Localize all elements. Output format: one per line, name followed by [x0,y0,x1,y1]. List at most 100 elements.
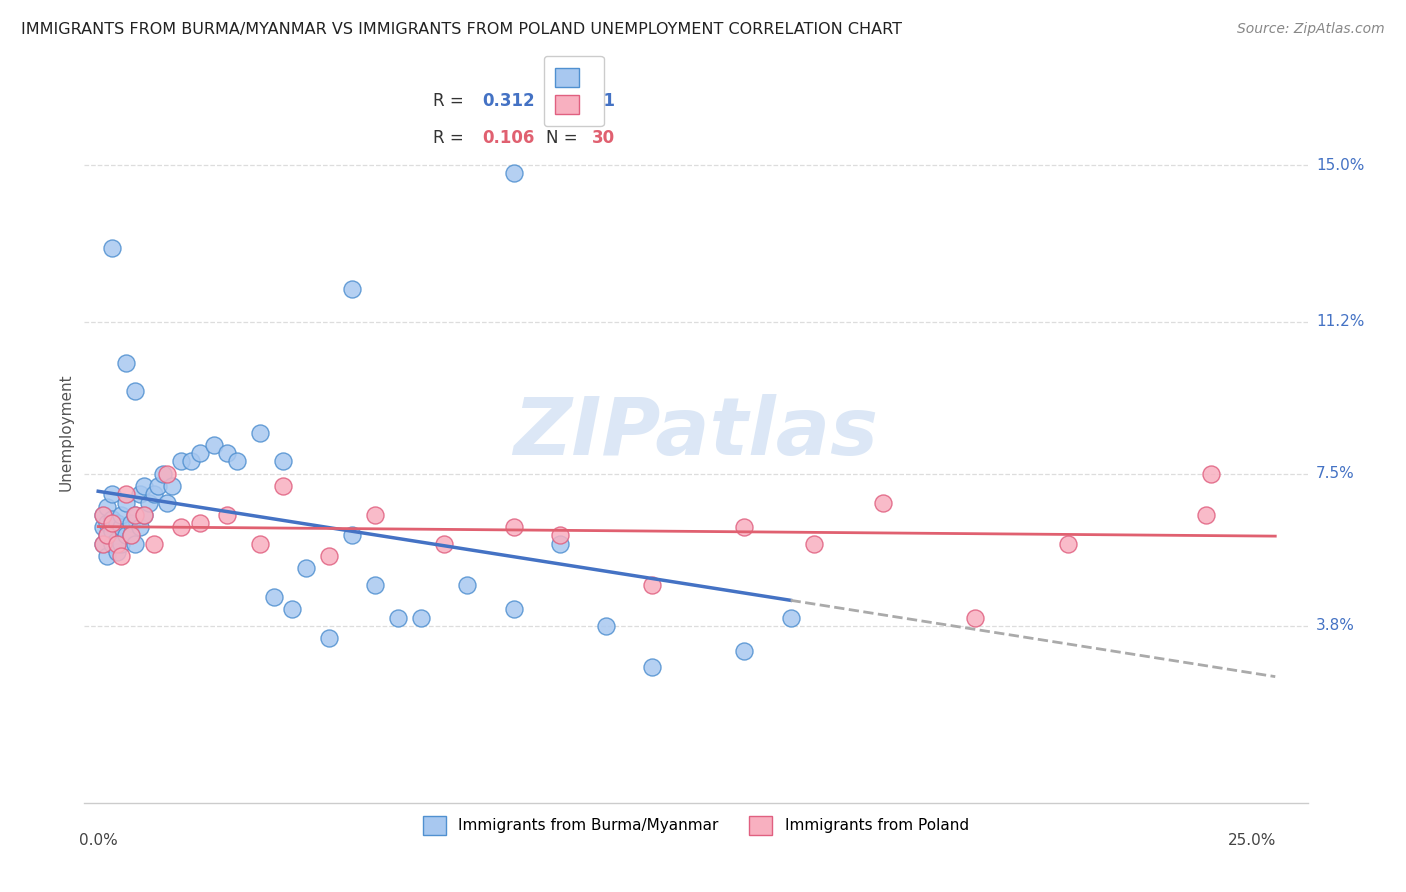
Point [295,561,318,575]
Point [411,610,433,624]
Point [733,643,755,657]
Point [91,536,114,550]
Point [142,487,165,501]
Point [217,508,239,522]
Point [101,524,124,539]
Point [96,528,118,542]
Point [271,454,294,468]
Point [134,508,156,522]
Point [188,516,211,530]
Point [456,578,478,592]
Point [188,446,211,460]
Point [105,545,128,559]
Point [96,549,118,563]
Point [502,602,524,616]
Point [115,495,138,509]
Point [364,578,387,592]
Point [641,578,664,592]
Point [217,446,239,460]
Point [156,467,179,481]
Point [124,508,146,522]
Point [124,536,146,550]
Point [148,479,170,493]
Point [115,528,138,542]
Text: 15.0%: 15.0% [1316,158,1364,173]
Text: 25.0%: 25.0% [1227,833,1277,848]
Point [105,516,128,530]
Point [965,610,987,624]
Point [91,508,114,522]
Point [202,438,225,452]
Text: 0.0%: 0.0% [79,833,118,848]
Point [733,520,755,534]
Point [91,508,114,522]
Point [101,536,124,550]
Point [779,610,801,624]
Point [105,533,128,547]
Point [124,508,146,522]
Point [96,528,118,542]
Text: Source: ZipAtlas.com: Source: ZipAtlas.com [1237,22,1385,37]
Text: R =: R = [433,92,470,110]
Point [120,528,142,542]
Point [433,536,456,550]
Text: N =: N = [546,129,582,147]
Point [156,495,179,509]
Text: 3.8%: 3.8% [1316,618,1355,633]
Point [110,520,132,534]
Text: 11.2%: 11.2% [1316,314,1364,329]
Point [641,660,664,674]
Point [134,508,156,522]
Point [128,520,150,534]
Point [152,467,174,481]
Point [110,508,132,522]
Point [138,495,160,509]
Point [91,536,114,550]
Point [160,479,183,493]
Text: 0.312: 0.312 [482,92,534,110]
Point [502,520,524,534]
Point [318,632,340,646]
Point [548,528,571,542]
Point [1195,508,1218,522]
Point [340,282,363,296]
Point [96,516,118,530]
Point [271,479,294,493]
Point [110,549,132,563]
Point [595,619,617,633]
Point [101,516,124,530]
Point [105,536,128,550]
Legend: Immigrants from Burma/Myanmar, Immigrants from Poland: Immigrants from Burma/Myanmar, Immigrant… [411,804,981,847]
Y-axis label: Unemployment: Unemployment [58,374,73,491]
Point [101,512,124,526]
Text: 7.5%: 7.5% [1316,467,1354,482]
Point [387,610,409,624]
Point [110,536,132,550]
Point [115,356,138,370]
Point [128,487,150,501]
Point [180,454,202,468]
Point [124,384,146,399]
Point [101,487,124,501]
Point [803,536,825,550]
Point [120,528,142,542]
Text: ZIPatlas: ZIPatlas [513,393,879,472]
Text: 30: 30 [592,129,614,147]
Point [502,166,524,180]
Point [340,528,363,542]
Point [96,500,118,514]
Text: R =: R = [433,129,470,147]
Point [872,495,894,509]
Point [225,454,247,468]
Text: 61: 61 [592,92,614,110]
Point [170,520,193,534]
Point [318,549,340,563]
Point [1199,467,1222,481]
Point [281,602,304,616]
Point [120,516,142,530]
Point [170,454,193,468]
Text: 0.106: 0.106 [482,129,534,147]
Point [115,487,138,501]
Point [263,590,285,604]
Point [364,508,387,522]
